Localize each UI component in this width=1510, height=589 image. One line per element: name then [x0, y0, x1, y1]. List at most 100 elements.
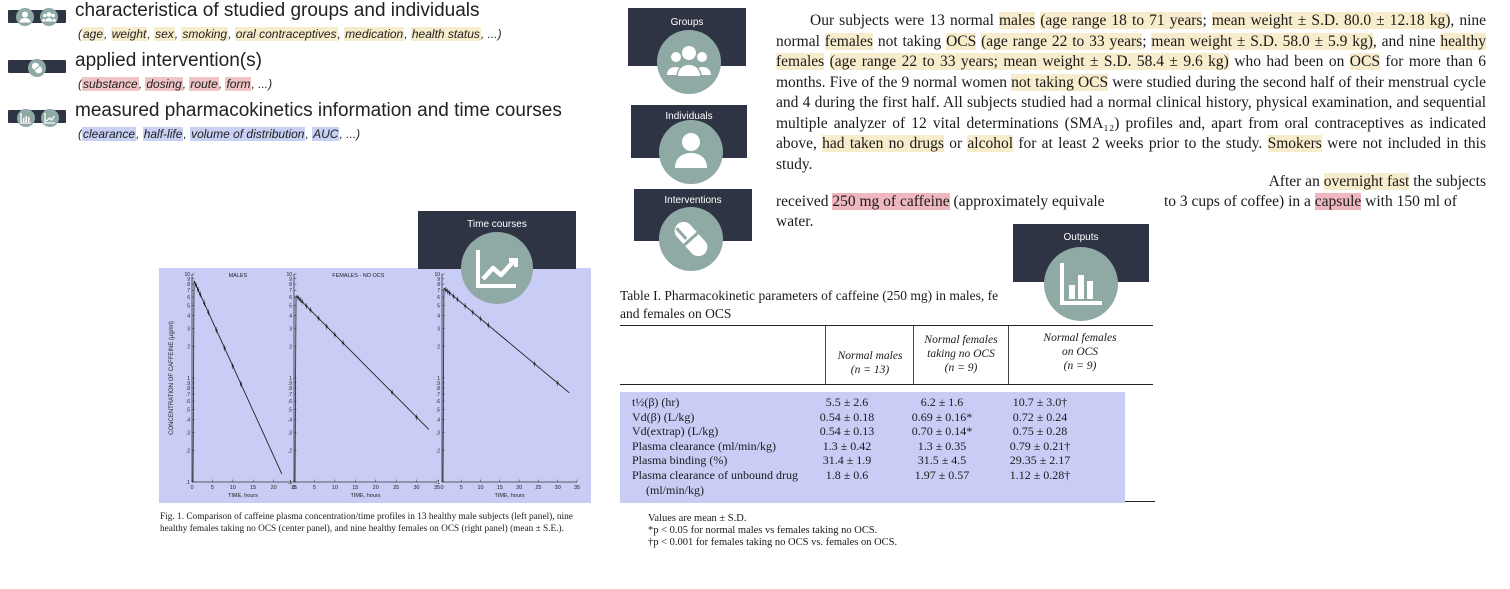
y-tick-label: .7 — [288, 392, 292, 398]
table-cell: 31.5 ± 4.5 — [917, 453, 967, 468]
y-tick-label: .8 — [186, 386, 190, 392]
table-row: Plasma clearance of unbound drug 1.8 ± 0.… — [632, 468, 1132, 482]
legend-title: applied intervention(s) — [75, 50, 262, 71]
table-col-divider — [825, 326, 826, 384]
highlight-characteristic: alcohol — [967, 135, 1014, 152]
table-header-col2: Normal females taking no OCS (n = 9) — [924, 334, 998, 374]
highlight-characteristic: (age range 22 to 33 years; mean weight ±… — [829, 53, 1229, 70]
x-tick-label: 35 — [434, 485, 440, 491]
trend-chart-icon — [461, 232, 533, 304]
y-tick-label: 3 — [437, 326, 440, 332]
passage-text: After an — [1268, 173, 1324, 190]
table-cell: 5.5 ± 2.6 — [825, 395, 869, 409]
y-tick-label: 4 — [437, 313, 440, 319]
table-row: Plasma clearance (ml/min/kg) 1.3 ± 0.42 1.… — [632, 439, 1132, 453]
absorption-line — [192, 280, 195, 483]
table-cell: 1.8 ± 0.6 — [825, 468, 869, 482]
y-tick-label: .4 — [288, 417, 292, 423]
y-tick-label: 4 — [289, 313, 292, 319]
y-tick-label: 9 — [289, 277, 292, 283]
highlight-characteristic: (age range 18 to 71 years — [1040, 12, 1203, 29]
legend-tags: (age, weight, sex, smoking, oral contrac… — [78, 27, 502, 41]
y-tick-label: .2 — [186, 449, 190, 455]
table-col-divider — [1008, 326, 1009, 384]
y-tick-label: 8 — [187, 282, 190, 288]
table-row-label: Plasma binding (%) — [632, 453, 728, 468]
y-tick-label: .5 — [436, 407, 440, 413]
table-row-label: Plasma clearance (ml/min/kg) — [632, 438, 776, 453]
y-tick-label: .8 — [288, 386, 292, 392]
x-tick-label: 30 — [414, 485, 420, 491]
y-tick-label: 9 — [187, 277, 190, 283]
passage-text: to 3 cups of coffee) in a — [1164, 193, 1315, 210]
y-tick-label: .3 — [186, 430, 190, 436]
y-tick-label: .2 — [436, 449, 440, 455]
x-tick-label: 35 — [574, 485, 580, 491]
table-cell: 31.4 ± 1.9 — [822, 453, 872, 468]
y-tick-label: .6 — [288, 399, 292, 405]
y-tick-label: .3 — [436, 430, 440, 436]
panel-title: FEMALES - NO OCS — [332, 273, 385, 279]
y-tick-label: .1 — [186, 480, 190, 486]
highlight-characteristic: OCS — [946, 32, 977, 50]
passage-text: for at least 2 weeks prior to the study. — [1013, 135, 1268, 152]
y-tick-label: 9 — [437, 277, 440, 283]
card-label: Interventions — [664, 195, 722, 206]
x-tick-label: 15 — [250, 485, 256, 491]
x-tick-label: 15 — [352, 485, 358, 491]
users-icon — [657, 30, 721, 94]
y-tick-label: 5 — [437, 303, 440, 309]
concentration-time-figure: CONCENTRATION OF CAFFEINE (µg/ml)MALES10… — [169, 272, 580, 499]
table-header-col1: Normal males (n = 13) — [837, 350, 903, 376]
elimination-line — [295, 295, 430, 430]
passage-text: , and nine — [1372, 32, 1441, 50]
highlight-characteristic: overnight fast — [1323, 173, 1410, 190]
passage-text: (approximately equivale — [949, 193, 1105, 210]
x-tick-label: 5 — [313, 485, 316, 491]
y-tick-label: .4 — [436, 417, 440, 423]
y-tick-label: 10 — [434, 272, 440, 278]
y-tick-label: 8 — [437, 282, 440, 288]
y-tick-label: 4 — [187, 313, 190, 319]
y-tick-label: .7 — [436, 392, 440, 398]
x-tick-label: 25 — [291, 485, 297, 491]
passage-text: not taking — [872, 32, 947, 50]
passage-text: or — [943, 135, 968, 152]
passage-text: Our subjects were 13 normal — [810, 12, 999, 29]
y-tick-label: 6 — [289, 295, 292, 301]
y-tick-label: .8 — [436, 386, 440, 392]
table-cell: 6.2 ± 1.6 — [920, 395, 964, 409]
y-tick-label: 1 — [289, 376, 292, 382]
y-tick-label: .4 — [186, 417, 190, 423]
passage-text: for more than 6 months. Five of the 9 no… — [776, 53, 1487, 91]
y-tick-label: 2 — [187, 345, 190, 351]
y-tick-label: 8 — [289, 282, 292, 288]
table-row: t½(β) (hr) 5.5 ± 2.6 6.2 ± 1.6 10.7 ± 3.0† — [632, 395, 1132, 409]
passage-text: with 150 ml of — [1361, 193, 1457, 210]
passage-text — [824, 53, 829, 70]
table-row: (ml/min/kg) — [632, 483, 1132, 497]
elimination-line — [193, 280, 283, 474]
y-tick-label: .5 — [288, 407, 292, 413]
y-tick-label: 1 — [187, 376, 190, 382]
x-tick-label: 5 — [460, 485, 463, 491]
passage-text: were studied during the second half of t… — [776, 73, 1486, 153]
methods-paragraph-2-line: to 3 cups of coffee) in a capsule with 1… — [1164, 192, 1490, 213]
table-row: Plasma binding (%) 31.4 ± 1.9 31.5 ± 4.5 29… — [632, 453, 1132, 467]
panel-title: MALES — [229, 273, 248, 279]
users-icon — [40, 8, 58, 26]
x-axis-label: TIME, hours — [228, 493, 258, 499]
table-cell: 10.7 ± 3.0† — [1012, 395, 1068, 409]
table-caption: Table I. Pharmacokinetic parameters of c… — [620, 288, 999, 321]
highlight-characteristic: mean weight ± S.D. 80.0 ± 12.18 kg) — [1211, 12, 1451, 29]
y-tick-label: 5 — [289, 303, 292, 309]
legend-title: measured pharmacokinetics information an… — [75, 100, 562, 121]
table-cell: 1.97 ± 0.57 — [914, 468, 970, 482]
legend-tags: (clearance, half-life, volume of distrib… — [78, 127, 361, 141]
card-label: Groups — [670, 17, 704, 28]
y-tick-label: .6 — [436, 399, 440, 405]
figure-panel: CONCENTRATION OF CAFFEINE (µg/ml) MALES 10… — [159, 268, 591, 503]
table-cell: 1.12 ± 0.28† — [1009, 468, 1071, 482]
table-cell: 0.79 ± 0.21† — [1009, 438, 1071, 453]
x-axis-label: TIME, hours — [351, 493, 381, 499]
